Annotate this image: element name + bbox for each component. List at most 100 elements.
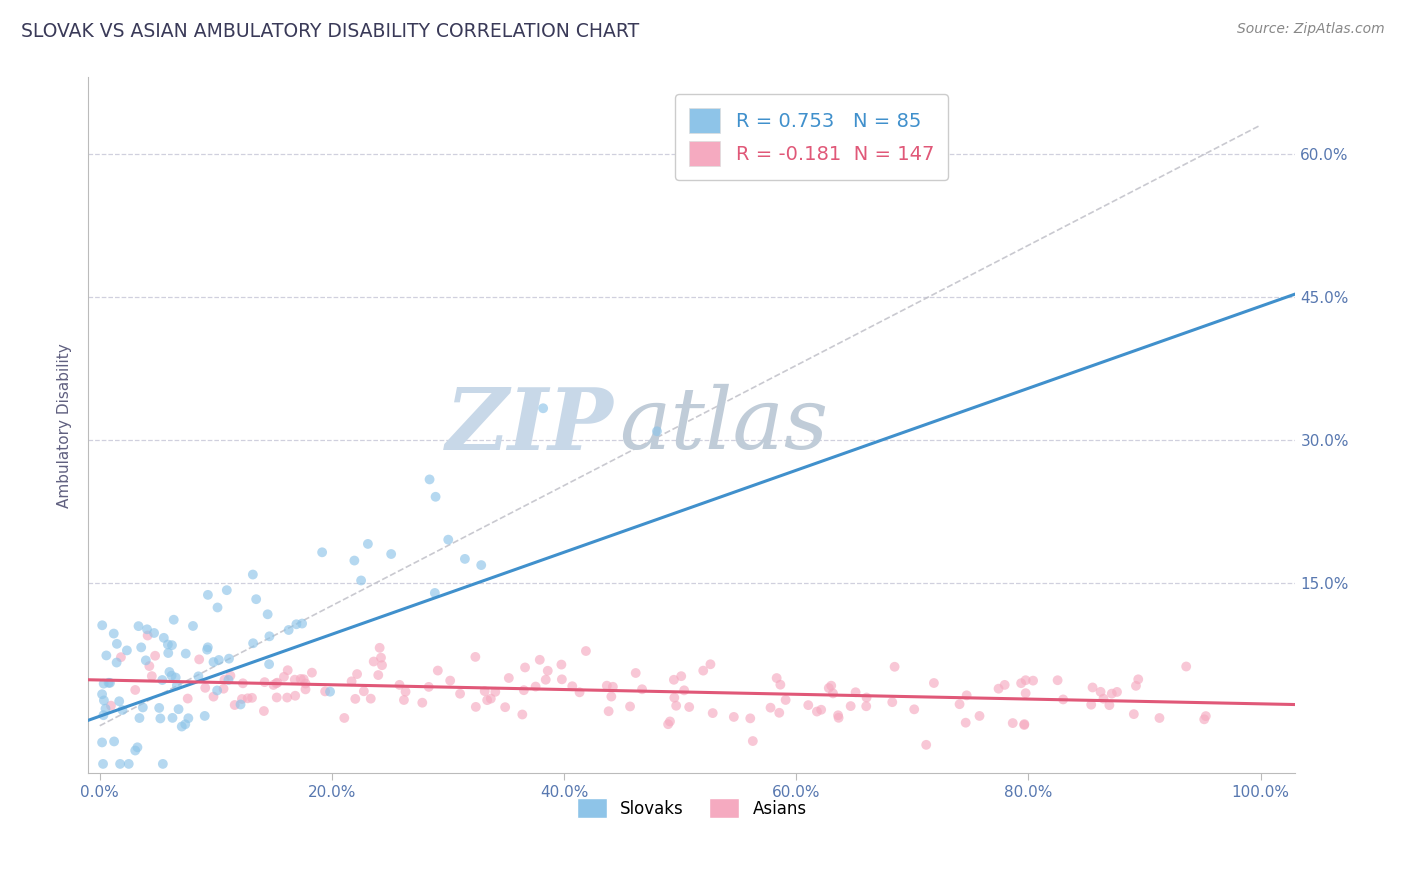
Point <box>350 574 373 588</box>
Point <box>93 676 115 690</box>
Point <box>160 638 183 652</box>
Point <box>600 690 623 704</box>
Point <box>673 683 696 698</box>
Point <box>987 681 1010 696</box>
Point <box>152 756 174 771</box>
Point <box>245 592 267 607</box>
Point <box>657 717 679 731</box>
Point <box>1046 673 1069 688</box>
Point <box>1022 673 1045 688</box>
Point <box>723 710 745 724</box>
Point <box>449 687 471 701</box>
Point <box>344 692 367 706</box>
Point <box>817 681 839 695</box>
Point <box>163 613 186 627</box>
Point <box>665 698 688 713</box>
Point <box>195 642 218 657</box>
Point <box>955 715 977 730</box>
Point <box>343 553 366 567</box>
Point <box>224 698 246 712</box>
Point <box>370 650 392 665</box>
Point <box>197 588 219 602</box>
Point <box>437 533 460 547</box>
Point <box>174 647 197 661</box>
Point <box>439 673 461 688</box>
Point <box>596 679 619 693</box>
Point <box>740 711 762 725</box>
Point <box>118 756 141 771</box>
Point <box>419 472 441 486</box>
Point <box>702 706 724 720</box>
Point <box>276 690 298 705</box>
Point <box>108 756 131 771</box>
Point <box>149 711 172 725</box>
Point <box>129 640 152 655</box>
Point <box>368 640 391 655</box>
Point <box>242 636 264 650</box>
Point <box>475 693 498 707</box>
Point <box>91 735 114 749</box>
Point <box>91 618 114 632</box>
Point <box>994 678 1017 692</box>
Point <box>259 629 281 643</box>
Point <box>845 685 868 699</box>
Point <box>510 707 533 722</box>
Point <box>561 679 583 693</box>
Point <box>820 679 842 693</box>
Point <box>426 664 449 678</box>
Point <box>160 668 183 682</box>
Point <box>423 586 446 600</box>
Point <box>464 649 486 664</box>
Point <box>266 675 288 690</box>
Point <box>821 686 844 700</box>
Point <box>218 651 240 665</box>
Point <box>208 653 231 667</box>
Point <box>839 699 862 714</box>
Point <box>883 659 905 673</box>
Point <box>797 698 820 713</box>
Point <box>855 690 877 705</box>
Point <box>484 685 506 699</box>
Point <box>529 653 551 667</box>
Point <box>96 648 118 663</box>
Point <box>810 703 832 717</box>
Point <box>143 626 166 640</box>
Point <box>212 681 235 696</box>
Point <box>1125 679 1147 693</box>
Point <box>1014 673 1036 688</box>
Point <box>264 676 287 690</box>
Point <box>157 646 180 660</box>
Point <box>217 673 239 687</box>
Point <box>346 667 368 681</box>
Point <box>360 691 382 706</box>
Point <box>156 638 179 652</box>
Point <box>425 490 447 504</box>
Point <box>353 684 375 698</box>
Point <box>166 678 188 692</box>
Point <box>202 655 225 669</box>
Point <box>1090 685 1112 699</box>
Point <box>284 689 307 703</box>
Point <box>177 691 200 706</box>
Point <box>93 708 115 723</box>
Point <box>513 660 536 674</box>
Point <box>292 672 315 686</box>
Point <box>333 711 356 725</box>
Point <box>363 655 385 669</box>
Point <box>1001 716 1024 731</box>
Point <box>148 701 170 715</box>
Point <box>759 700 782 714</box>
Point <box>232 676 254 690</box>
Point <box>1149 711 1171 725</box>
Legend: Slovaks, Asians: Slovaks, Asians <box>571 792 813 824</box>
Point <box>97 675 120 690</box>
Point <box>242 567 264 582</box>
Point <box>111 703 134 717</box>
Point <box>91 687 114 701</box>
Point <box>1014 686 1036 700</box>
Point <box>371 658 394 673</box>
Point <box>105 637 128 651</box>
Point <box>141 669 163 683</box>
Point <box>948 697 970 711</box>
Point <box>1192 712 1215 726</box>
